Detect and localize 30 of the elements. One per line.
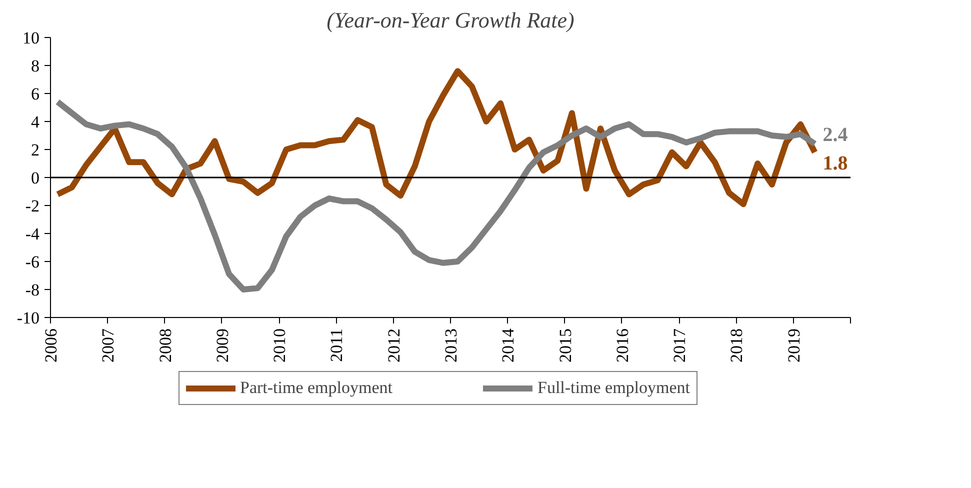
y-tick-label: 10 — [22, 28, 40, 48]
x-tick-label: 2013 — [442, 328, 460, 362]
y-tick-label: 2 — [31, 140, 40, 160]
x-tick-label: 2010 — [270, 328, 290, 362]
y-tick-label: -4 — [25, 224, 40, 244]
y-tick-label: -10 — [16, 308, 40, 328]
x-tick-label: 2009 — [212, 328, 232, 362]
x-tick-label: 2011 — [327, 328, 346, 362]
y-tick-label: 6 — [31, 84, 40, 104]
x-tick-label: 2015 — [556, 328, 575, 362]
x-tick-label: 2018 — [727, 328, 746, 362]
y-tick-label: -6 — [25, 252, 40, 272]
y-tick-label: 4 — [31, 112, 40, 132]
chart-title: (Year-on-Year Growth Rate) — [326, 8, 574, 32]
data-label: 2.4 — [822, 124, 848, 146]
y-tick-label: -8 — [25, 280, 40, 300]
data-label: 1.8 — [822, 152, 848, 174]
x-tick-label: 2014 — [498, 328, 518, 362]
y-tick-label: 0 — [31, 168, 40, 188]
x-tick-label: 2012 — [384, 328, 404, 362]
x-tick-label: 2019 — [784, 328, 804, 362]
legend-label: Part-time employment — [240, 378, 392, 398]
x-tick-label: 2016 — [612, 328, 632, 362]
x-tick-label: 2007 — [98, 328, 118, 362]
y-tick-label: 8 — [31, 56, 40, 76]
legend-label: Full-time employment — [537, 378, 690, 398]
x-tick-label: 2008 — [156, 328, 175, 362]
x-tick-label: 2006 — [42, 328, 60, 362]
x-tick-label: 2017 — [670, 328, 690, 362]
y-tick-label: -2 — [25, 196, 40, 216]
